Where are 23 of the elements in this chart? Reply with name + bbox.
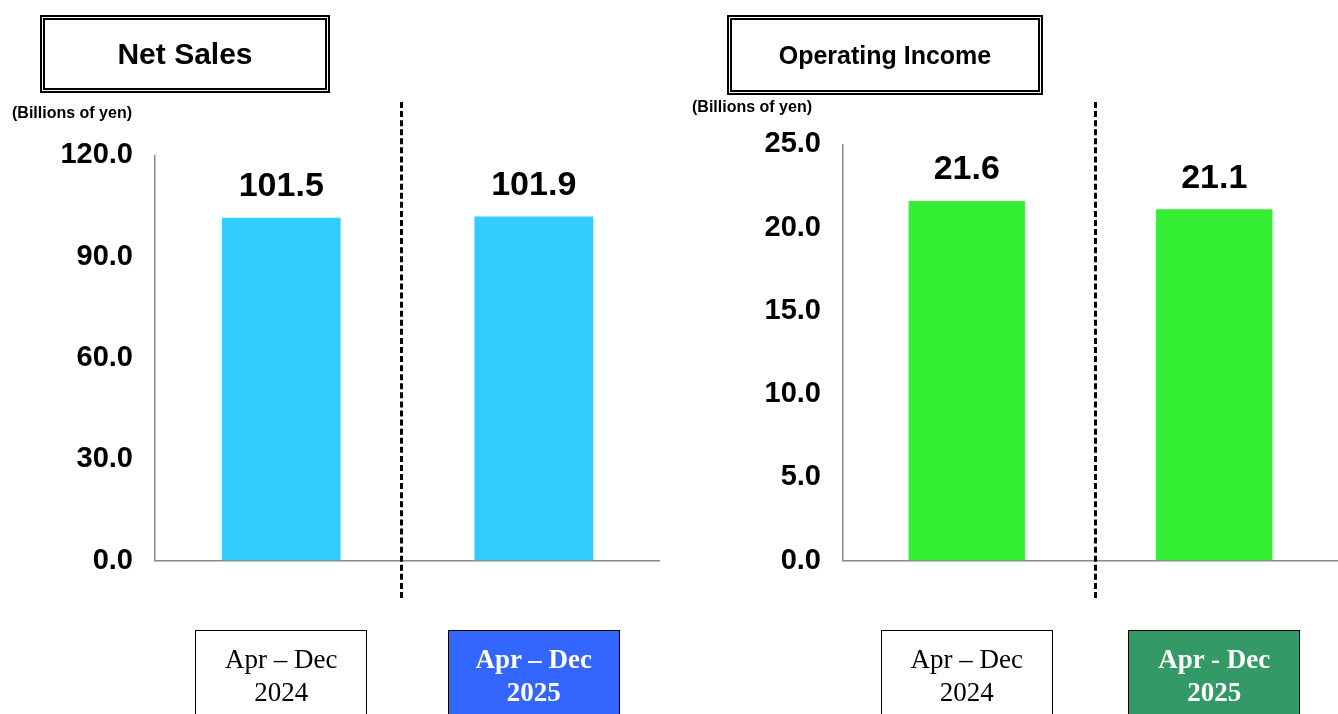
x-tick-label: Apr - Dec 2025 [1128, 630, 1301, 714]
data-label: 101.5 [238, 165, 324, 204]
y-tick-label: 20.0 [764, 209, 821, 242]
data-label: 21.1 [1181, 156, 1248, 195]
y-tick-label: 10.0 [764, 376, 821, 409]
y-axis-title: (Billions of yen) [12, 104, 132, 122]
y-tick-label: 5.0 [780, 459, 821, 492]
x-tick-label: Apr – Dec 2024 [195, 630, 368, 714]
x-tick-label: Apr – Dec 2024 [880, 630, 1053, 714]
data-label: 101.9 [491, 163, 577, 202]
x-tick-label: Apr – Dec 2025 [447, 630, 620, 714]
y-axis-title: (Billions of yen) [692, 98, 812, 116]
y-tick-label: 25.0 [764, 126, 821, 159]
y-tick-label: 90.0 [76, 238, 133, 271]
y-tick-label: 0.0 [780, 542, 821, 575]
y-tick-label: 60.0 [76, 340, 133, 372]
chart-title: Operating Income [727, 15, 1043, 95]
y-tick-label: 15.0 [764, 292, 821, 325]
y-tick-label: 120.0 [60, 137, 133, 170]
y-tick-label: 0.0 [92, 542, 133, 575]
y-tick-label: 30.0 [76, 441, 133, 474]
data-label: 21.6 [933, 148, 1000, 187]
chart-title: Net Sales [40, 15, 330, 93]
